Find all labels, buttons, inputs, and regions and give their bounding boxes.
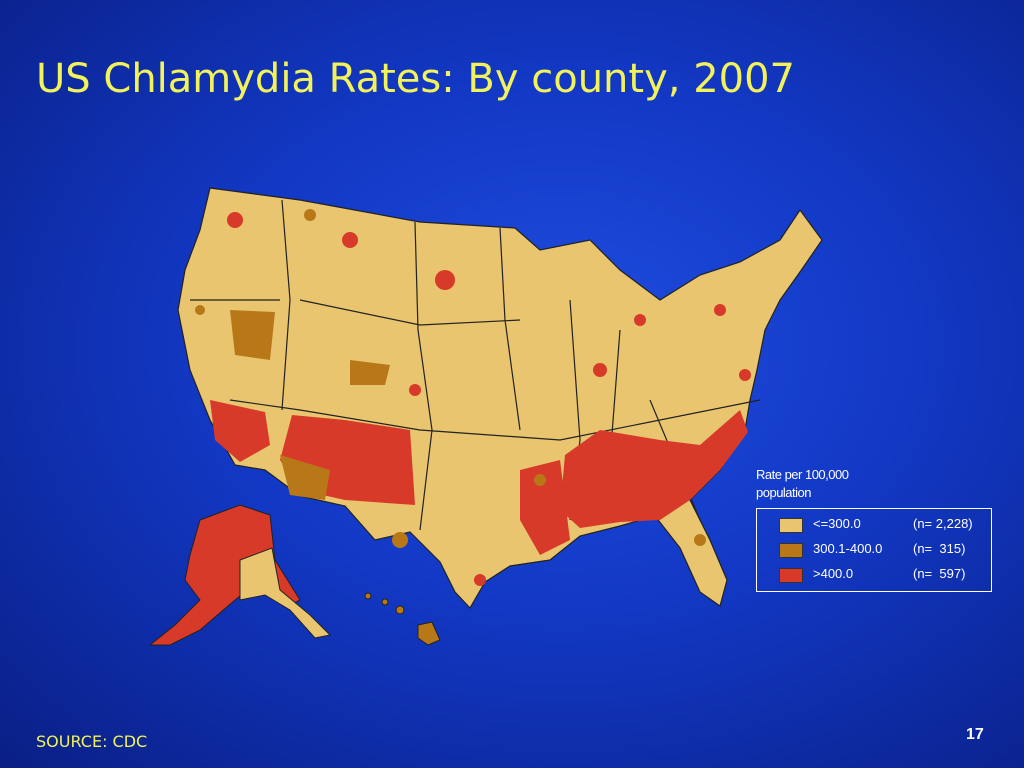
legend-swatch (779, 568, 803, 583)
alaska-south (239, 547, 332, 639)
contiguous-us (177, 187, 823, 610)
legend-label: >400.0 (813, 566, 854, 581)
page-number: 17 (966, 726, 984, 743)
legend: <=300.0 (n= 2,228) 300.1-400.0 (n= 315) >400… (756, 508, 992, 592)
legend-swatch (779, 518, 803, 533)
legend-title: Rate per 100,000 (756, 467, 849, 482)
alaska (148, 504, 301, 646)
hawaii (364, 592, 441, 646)
legend-label: <=300.0 (813, 516, 861, 531)
legend-label: 300.1-400.0 (813, 541, 883, 556)
legend-count: (n= 597) (913, 566, 966, 581)
source: SOURCE: CDC (36, 732, 148, 751)
mid-rate-regions (195, 209, 706, 548)
legend-count: (n= 315) (913, 541, 966, 556)
legend-swatch (779, 543, 803, 558)
slide-title: US Chlamydia Rates: By county, 2007 (36, 56, 795, 102)
legend-title: population (756, 485, 812, 500)
high-rate-regions (210, 212, 751, 586)
legend-count: (n= 2,228) (913, 516, 973, 531)
